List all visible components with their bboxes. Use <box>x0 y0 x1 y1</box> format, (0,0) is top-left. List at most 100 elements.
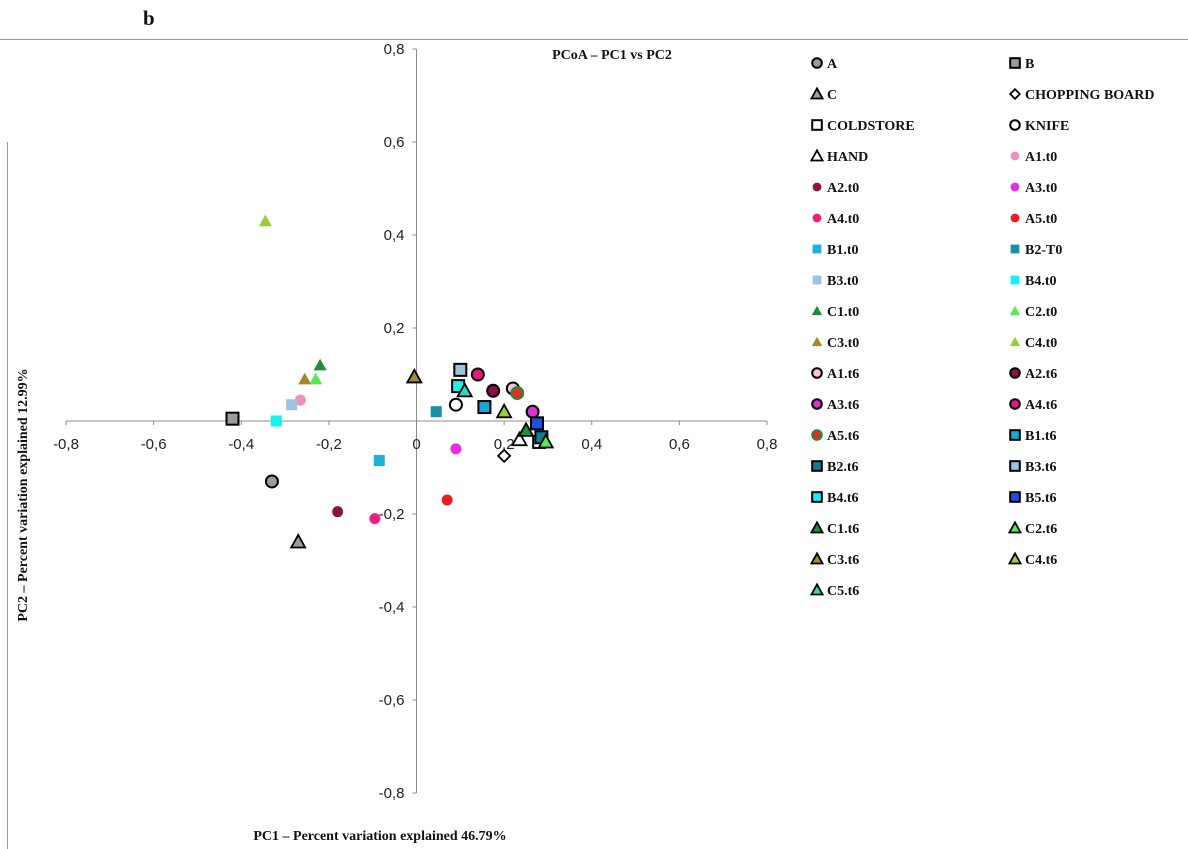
legend-marker-a3-t0 <box>1010 182 1020 192</box>
point-c4-t0 <box>258 214 272 227</box>
legend-label: A4.t0 <box>827 212 859 227</box>
point-b2-t0 <box>430 406 442 418</box>
legend-item-c4-t0: C4.t0 <box>1009 336 1057 351</box>
legend-item-c3-t0: C3.t0 <box>811 336 859 351</box>
legend-marker-a4-t0 <box>812 213 822 223</box>
legend-label: A <box>827 57 838 72</box>
legend-marker-c3-t0 <box>811 336 823 347</box>
legend-label: B <box>1025 57 1034 72</box>
legend-marker-a <box>811 57 823 69</box>
legend-marker-b2-t0 <box>1010 244 1020 254</box>
legend-item-a4-t6: A4.t6 <box>1009 398 1057 413</box>
legend-item-a5-t6: A5.t6 <box>811 429 859 444</box>
legend-item-knife: KNIFE <box>1009 119 1069 134</box>
legend-label: KNIFE <box>1025 119 1069 134</box>
legend-item-chopping-board: CHOPPING BOARD <box>1008 87 1155 103</box>
y-tick-label: 0,8 <box>384 41 405 58</box>
chart-title: PCoA – PC1 vs PC2 <box>552 48 672 63</box>
legend-marker-coldstore <box>811 119 823 131</box>
legend-label: B3.t0 <box>827 274 859 289</box>
legend-marker-hand <box>809 148 825 162</box>
legend-marker-c5-t6 <box>809 582 825 596</box>
point-hand <box>510 430 528 447</box>
legend-marker-c2-t0 <box>1009 305 1021 316</box>
legend-item-a5-t0: A5.t0 <box>1010 212 1057 227</box>
legend-label: B2-T0 <box>1025 243 1062 258</box>
point-c3-t0 <box>298 372 312 385</box>
legend-marker-a5-t6 <box>811 429 823 441</box>
y-tick-label: -0,8 <box>379 785 405 802</box>
point-c2-t0 <box>309 372 323 385</box>
point-a2-t6 <box>486 383 501 398</box>
x-tick-label: 0,8 <box>757 436 778 453</box>
point-a4-t0 <box>369 513 381 525</box>
legend-label: C3.t6 <box>827 553 859 568</box>
legend-marker-b2-t6 <box>811 460 823 472</box>
x-tick-label: 0,2 <box>494 436 515 453</box>
legend-marker-b1-t0 <box>812 244 822 254</box>
legend-item-b3-t6: B3.t6 <box>1009 460 1057 475</box>
legend-label: B1.t6 <box>1025 429 1057 444</box>
legend-item-b1-t0: B1.t0 <box>812 243 859 258</box>
point-b3-t0 <box>286 399 298 411</box>
point-c1-t0 <box>313 358 327 371</box>
point-a4-t6 <box>470 367 485 382</box>
legend-label: COLDSTORE <box>827 119 915 134</box>
x-tick-label: -0,2 <box>316 436 342 453</box>
x-tick-label: 0 <box>412 436 420 453</box>
legend-marker-c2-t6 <box>1007 520 1023 534</box>
legend-marker-c1-t0 <box>811 305 823 316</box>
legend-marker-a2-t6 <box>1009 367 1021 379</box>
legend-marker-a4-t6 <box>1009 398 1021 410</box>
legend-item-b: B <box>1009 57 1034 72</box>
legend-label: A5.t6 <box>827 429 859 444</box>
legend-marker-c3-t6 <box>809 551 825 565</box>
y-tick-label: -0,6 <box>379 692 405 709</box>
legend-item-a4-t0: A4.t0 <box>812 212 859 227</box>
legend-marker-c <box>809 86 825 100</box>
legend-item-c: C <box>809 86 837 103</box>
legend-label: HAND <box>827 150 868 165</box>
point-a3-t6 <box>525 404 540 419</box>
point-knife <box>448 397 463 412</box>
legend-label: C4.t0 <box>1025 336 1057 351</box>
legend-label: C2.t0 <box>1025 305 1057 320</box>
x-tick-label: -0,8 <box>53 436 79 453</box>
legend-marker-a1-t6 <box>811 367 823 379</box>
point-b3-t6 <box>453 362 468 377</box>
legend-marker-knife <box>1009 119 1021 131</box>
legend-item-a1-t6: A1.t6 <box>811 367 859 382</box>
point-a3-t0 <box>450 443 462 455</box>
x-tick-label: -0,4 <box>228 436 254 453</box>
legend-label: B5.t6 <box>1025 491 1057 506</box>
legend-item-c3-t6: C3.t6 <box>809 551 859 568</box>
point-b1-t0 <box>373 455 385 467</box>
legend-marker-a2-t0 <box>812 182 822 192</box>
legend-marker-a1-t0 <box>1010 151 1020 161</box>
x-tick-label: 0,6 <box>669 436 690 453</box>
legend-item-a1-t0: A1.t0 <box>1010 150 1057 165</box>
legend-item-c1-t0: C1.t0 <box>811 305 859 320</box>
legend-label: A1.t6 <box>827 367 859 382</box>
legend-marker-a3-t6 <box>811 398 823 410</box>
point-c4-t6 <box>495 402 513 419</box>
point-c1-t6 <box>517 421 535 437</box>
legend-item-b2-t0: B2-T0 <box>1010 243 1062 258</box>
x-tick-label: 0,4 <box>581 436 602 453</box>
legend-label: CHOPPING BOARD <box>1025 88 1155 103</box>
point-a5-t0 <box>441 494 453 506</box>
legend-marker-b3-t6 <box>1009 460 1021 472</box>
y-tick-label: 0,2 <box>384 320 405 337</box>
legend-item-coldstore: COLDSTORE <box>811 119 915 134</box>
y-tick-label: 0,4 <box>384 227 405 244</box>
legend-marker-a5-t0 <box>1010 213 1020 223</box>
legend-label: B3.t6 <box>1025 460 1057 475</box>
legend-label: B4.t0 <box>1025 274 1057 289</box>
point-chopping-board <box>496 448 512 464</box>
legend-item-a3-t0: A3.t0 <box>1010 181 1057 196</box>
legend-label: C5.t6 <box>827 584 859 599</box>
legend-marker-c4-t0 <box>1009 336 1021 347</box>
legend-item-b1-t6: B1.t6 <box>1009 429 1057 444</box>
legend-label: C4.t6 <box>1025 553 1057 568</box>
panel-label: b <box>143 6 155 30</box>
